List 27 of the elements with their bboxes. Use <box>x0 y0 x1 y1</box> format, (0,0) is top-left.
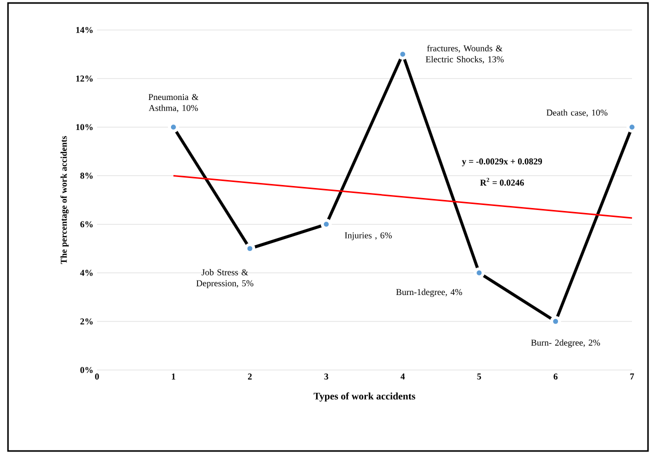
x-tick-label: 7 <box>630 374 634 380</box>
x-tick-label: 0 <box>95 374 99 380</box>
annotation: R$^{2}$ = 0.0246 <box>480 178 524 186</box>
annotation: y = -0.0029x + 0.0829 <box>462 158 542 166</box>
x-tick-label: 5 <box>477 374 482 380</box>
annotation: Job Stress & Depression, 5% <box>196 269 254 288</box>
annotation: Injuries , 6% <box>344 232 392 240</box>
y-tick-label: 8% <box>80 172 93 179</box>
annotation: Pneumonia & Asthma, 10% <box>148 94 198 112</box>
x-axis-title: Types of work accidents <box>314 392 416 402</box>
y-tick-label: 2% <box>80 318 93 324</box>
y-axis-title: The percentage of work accidents <box>60 136 69 264</box>
y-tick-label: 12% <box>76 76 93 82</box>
x-tick-label: 3 <box>324 374 328 380</box>
annotation: Burn- 2degree, 2% <box>531 339 600 348</box>
y-tick-label: 6% <box>80 221 93 228</box>
x-tick-label: 2 <box>248 374 252 380</box>
y-tick-label: 14% <box>76 26 93 34</box>
y-tick-label: 0% <box>80 366 93 374</box>
annotation: Death case, 10% <box>546 109 608 117</box>
annotation: fractures, Wounds & Electric Shocks, 13% <box>426 44 504 64</box>
x-tick-label: 1 <box>172 374 176 380</box>
x-tick-label: 4 <box>400 374 405 380</box>
x-tick-label: 6 <box>554 374 558 380</box>
y-tick-label: 10% <box>76 124 93 130</box>
y-tick-label: 4% <box>80 270 93 276</box>
annotation: Burn-1degree, 4% <box>396 288 462 297</box>
